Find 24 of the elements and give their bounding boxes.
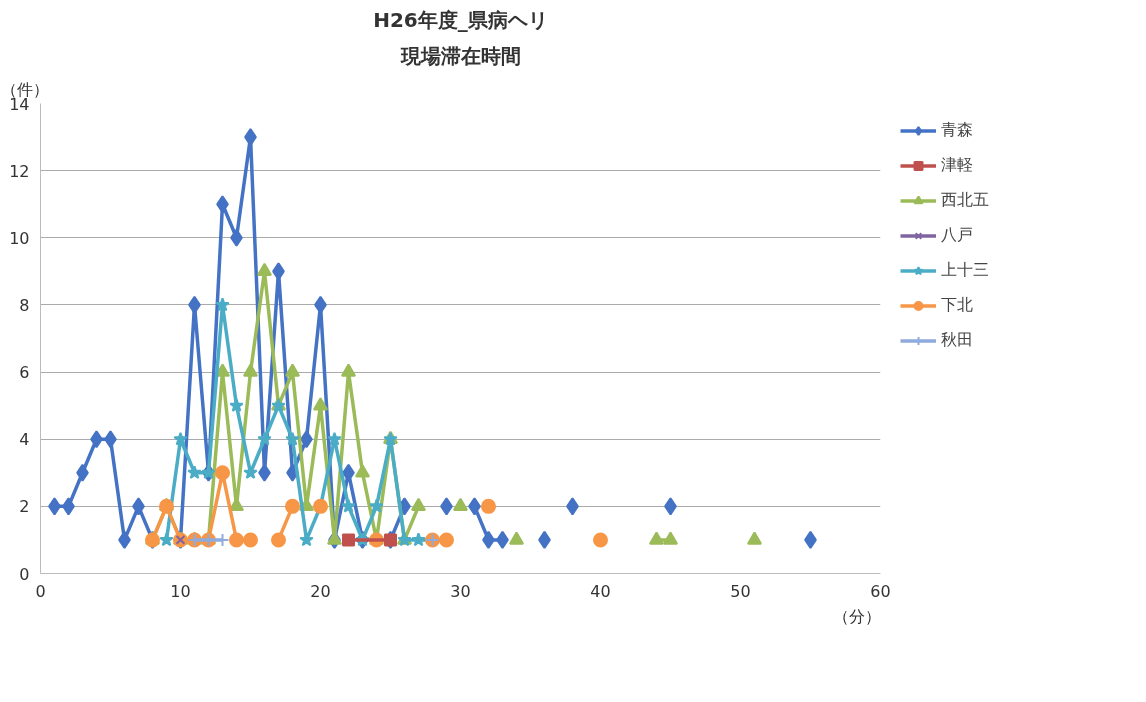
x-tick-label: 50 [730, 581, 751, 601]
y-tick-label: 2 [19, 497, 30, 517]
y-tick-label: 10 [9, 228, 30, 248]
y-tick-label: 0 [19, 564, 30, 584]
y-tick-label: 6 [19, 363, 30, 383]
y-tick-label: 4 [19, 430, 30, 450]
x-tick-label: 0 [35, 581, 46, 601]
y-tick-label: 8 [19, 295, 30, 315]
legend-label: 秋田 [941, 329, 973, 351]
x-axis-title: （分） [832, 606, 881, 626]
legend-label: 津軽 [941, 154, 973, 176]
chart-title: H26年度_県病ヘリ [373, 7, 548, 32]
y-tick-label: 12 [9, 161, 30, 181]
legend-label: 西北五 [941, 189, 989, 211]
x-tick-label: 10 [170, 581, 191, 601]
chart-subtitle: 現場滞在時間 [399, 43, 521, 68]
x-tick-label: 30 [450, 581, 471, 601]
x-tick-label: 60 [870, 581, 891, 601]
x-tick-label: 20 [310, 581, 331, 601]
legend-label: 八戸 [941, 224, 973, 246]
x-tick-label: 40 [590, 581, 611, 601]
legend-label: 青森 [941, 119, 973, 141]
legend-label: 上十三 [941, 259, 989, 281]
legend-label: 下北 [941, 294, 973, 316]
